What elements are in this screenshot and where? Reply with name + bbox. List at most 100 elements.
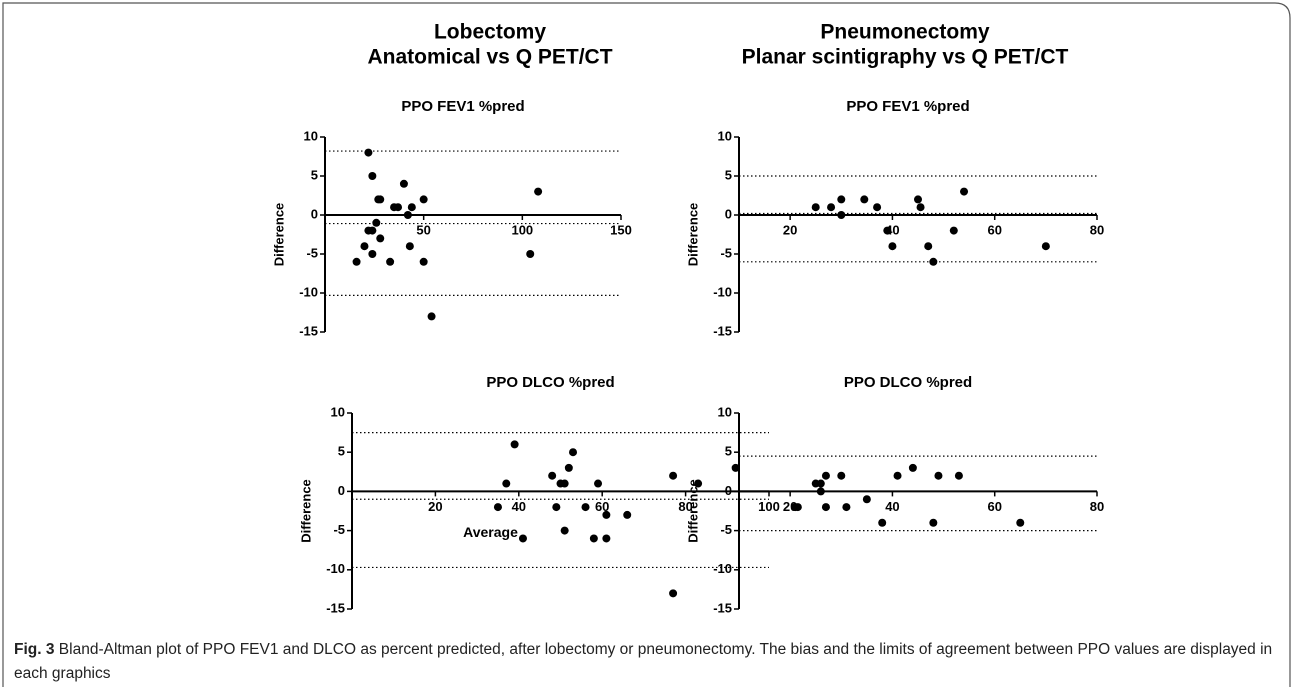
data-point	[405, 242, 414, 251]
data-point	[914, 195, 922, 204]
x-tick-label: 80	[1090, 222, 1104, 237]
y-tick-label: 5	[338, 444, 345, 459]
y-axis-label: Difference	[685, 203, 700, 267]
y-tick-label: -5	[720, 245, 732, 260]
y-axis-label: Difference	[271, 203, 286, 267]
y-tick-label: 10	[304, 128, 318, 143]
data-point	[594, 479, 603, 488]
data-point	[407, 203, 416, 212]
data-point	[399, 179, 408, 188]
data-point	[386, 257, 395, 266]
data-point	[360, 242, 369, 251]
x-tick-label: 80	[678, 499, 692, 514]
data-point	[811, 203, 820, 212]
column-title: Lobectomy	[434, 21, 546, 44]
data-point	[560, 526, 569, 535]
y-tick-label: 0	[338, 483, 345, 498]
y-tick-label: 0	[311, 206, 318, 221]
y-tick-label: 5	[725, 444, 732, 459]
data-point	[602, 510, 611, 519]
y-axis-label: Difference	[298, 479, 313, 543]
data-point	[916, 203, 925, 212]
data-point	[403, 211, 412, 219]
caption-text: Bland-Altman plot of PPO FEV1 and DLCO a…	[14, 641, 1273, 682]
x-tick-label: 60	[595, 499, 609, 514]
y-tick-label: 5	[311, 167, 318, 182]
data-point	[888, 242, 897, 251]
data-point	[929, 257, 938, 266]
data-point	[669, 589, 678, 598]
y-tick-label: 10	[718, 128, 732, 143]
data-point	[552, 503, 561, 512]
data-point	[842, 503, 851, 512]
data-point	[534, 187, 543, 196]
data-point	[827, 203, 836, 212]
chart-title: PPO DLCO %pred	[844, 374, 972, 391]
x-tick-label: 20	[783, 222, 797, 237]
column-subtitle: Planar scintigraphy vs Q PET/CT	[742, 46, 1069, 69]
data-point	[908, 463, 917, 472]
x-axis-label: Average	[463, 524, 518, 540]
data-point	[669, 471, 678, 480]
y-tick-label: -10	[326, 561, 345, 576]
data-point	[364, 148, 373, 157]
y-tick-label: -15	[326, 600, 345, 615]
column-subtitle: Anatomical vs Q PET/CT	[367, 46, 612, 69]
data-point	[526, 250, 535, 258]
y-tick-label: -15	[713, 600, 732, 615]
y-tick-label: -15	[713, 323, 732, 338]
data-point	[1041, 242, 1050, 251]
y-tick-label: -10	[299, 284, 318, 299]
y-tick-label: 10	[718, 404, 732, 419]
column-title: Pneumonectomy	[820, 21, 990, 44]
caption-label: Fig. 3	[14, 641, 55, 658]
data-point	[816, 479, 825, 488]
data-point	[352, 257, 361, 266]
data-point	[694, 479, 703, 488]
data-point	[518, 534, 527, 543]
data-point	[419, 195, 428, 204]
data-point	[364, 226, 373, 235]
x-tick-label: 60	[987, 222, 1001, 237]
x-tick-label: 20	[428, 499, 442, 514]
data-point	[860, 195, 869, 204]
data-point	[929, 518, 938, 527]
chart-title: PPO FEV1 %pred	[401, 98, 524, 115]
x-tick-label: 80	[1090, 499, 1104, 514]
y-tick-label: -5	[333, 522, 345, 537]
x-tick-label: 60	[987, 499, 1001, 514]
data-point	[924, 242, 933, 251]
data-point	[493, 503, 502, 512]
y-tick-label: -10	[713, 284, 732, 299]
data-point	[837, 211, 846, 219]
data-point	[837, 195, 846, 204]
data-point	[548, 471, 557, 480]
x-tick-label: 50	[416, 222, 430, 237]
y-tick-label: 0	[725, 483, 732, 498]
data-point	[862, 495, 871, 504]
chart-title: PPO DLCO %pred	[486, 374, 614, 391]
chart-title: PPO FEV1 %pred	[846, 98, 969, 115]
data-point	[960, 187, 969, 196]
data-point	[873, 203, 882, 212]
data-point	[581, 503, 590, 512]
x-tick-label: 150	[610, 222, 632, 237]
data-point	[376, 195, 385, 204]
y-tick-label: 0	[725, 206, 732, 221]
data-point	[589, 534, 598, 543]
y-tick-label: -5	[720, 522, 732, 537]
caption: Fig. 3 Bland-Altman plot of PPO FEV1 and…	[14, 638, 1276, 686]
y-tick-label: 5	[725, 167, 732, 182]
data-point	[623, 510, 632, 519]
y-tick-label: -15	[299, 323, 318, 338]
x-tick-label: 100	[758, 499, 780, 514]
data-point	[731, 463, 740, 472]
data-point	[793, 503, 802, 512]
data-point	[394, 203, 403, 212]
y-axis-label: Difference	[685, 479, 700, 543]
data-point	[564, 463, 573, 472]
data-point	[368, 172, 377, 180]
